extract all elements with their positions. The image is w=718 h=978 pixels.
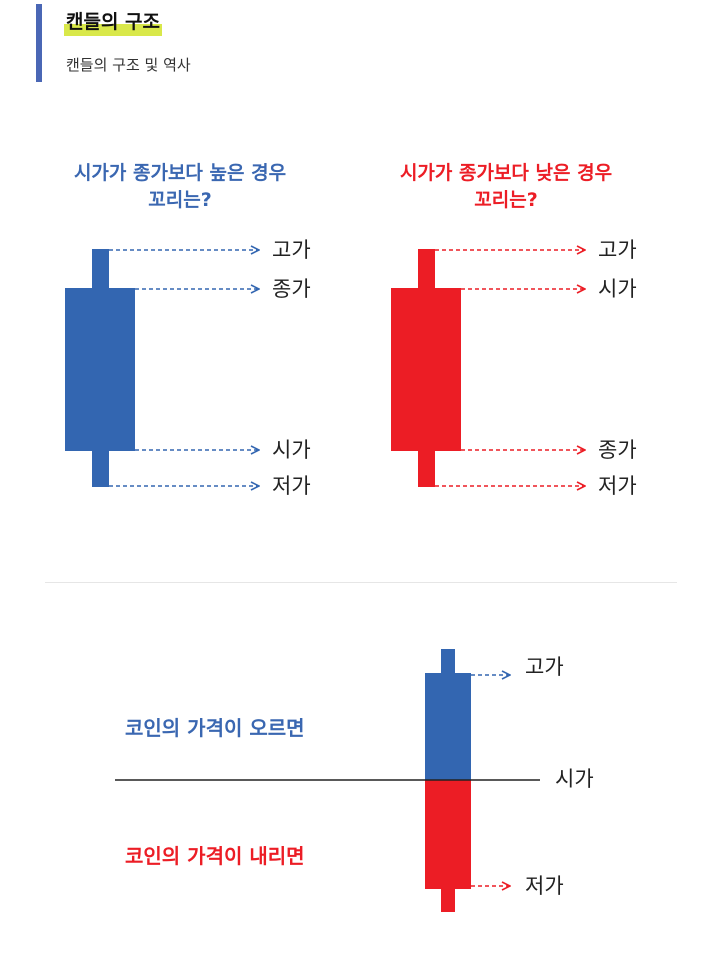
price-fall-text: 코인의 가격이 내리면 [125, 844, 305, 868]
split-candle [425, 649, 471, 912]
red-lower-wick [418, 450, 435, 487]
left-heading-line2: 꼬리는? [148, 189, 212, 211]
split-blue-body [425, 673, 471, 780]
blue-lower-wick [92, 450, 109, 487]
right-label-low: 저가 [598, 474, 637, 498]
split-lower-wick [441, 888, 455, 912]
left-heading-line1: 시가가 종가보다 높은 경우 [73, 162, 287, 184]
split-upper-wick [441, 649, 455, 674]
page-subtitle: 캔들의 구조 및 역사 [66, 56, 191, 74]
bottom-label-open: 시가 [555, 767, 594, 791]
left-label-close: 종가 [272, 277, 311, 301]
section-divider [45, 582, 677, 583]
red-candle-body [391, 288, 461, 451]
title-accent-bar [36, 4, 42, 82]
left-label-low: 저가 [272, 474, 311, 498]
page-title: 캔들의 구조 [64, 8, 163, 36]
blue-candle-arrows [109, 250, 259, 486]
red-upper-wick [418, 249, 435, 289]
right-label-open: 시가 [598, 277, 637, 301]
left-label-high: 고가 [272, 238, 311, 262]
red-candle [391, 249, 461, 487]
right-label-high: 고가 [598, 238, 637, 262]
bottom-label-low: 저가 [525, 874, 564, 898]
right-candle-heading: 시가가 종가보다 낮은 경우 꼬리는? [366, 160, 646, 214]
blue-upper-wick [92, 249, 109, 289]
blue-candle [65, 249, 135, 487]
left-candle-heading: 시가가 종가보다 높은 경우 꼬리는? [40, 160, 320, 214]
right-heading-line2: 꼬리는? [474, 189, 538, 211]
red-candle-arrows [435, 250, 585, 486]
blue-candle-body [65, 288, 135, 451]
right-heading-line1: 시가가 종가보다 낮은 경우 [399, 162, 613, 184]
right-label-close: 종가 [598, 438, 637, 462]
price-rise-text: 코인의 가격이 오르면 [125, 716, 305, 740]
left-label-open: 시가 [272, 438, 311, 462]
split-red-body [425, 780, 471, 889]
bottom-label-high: 고가 [525, 655, 564, 679]
